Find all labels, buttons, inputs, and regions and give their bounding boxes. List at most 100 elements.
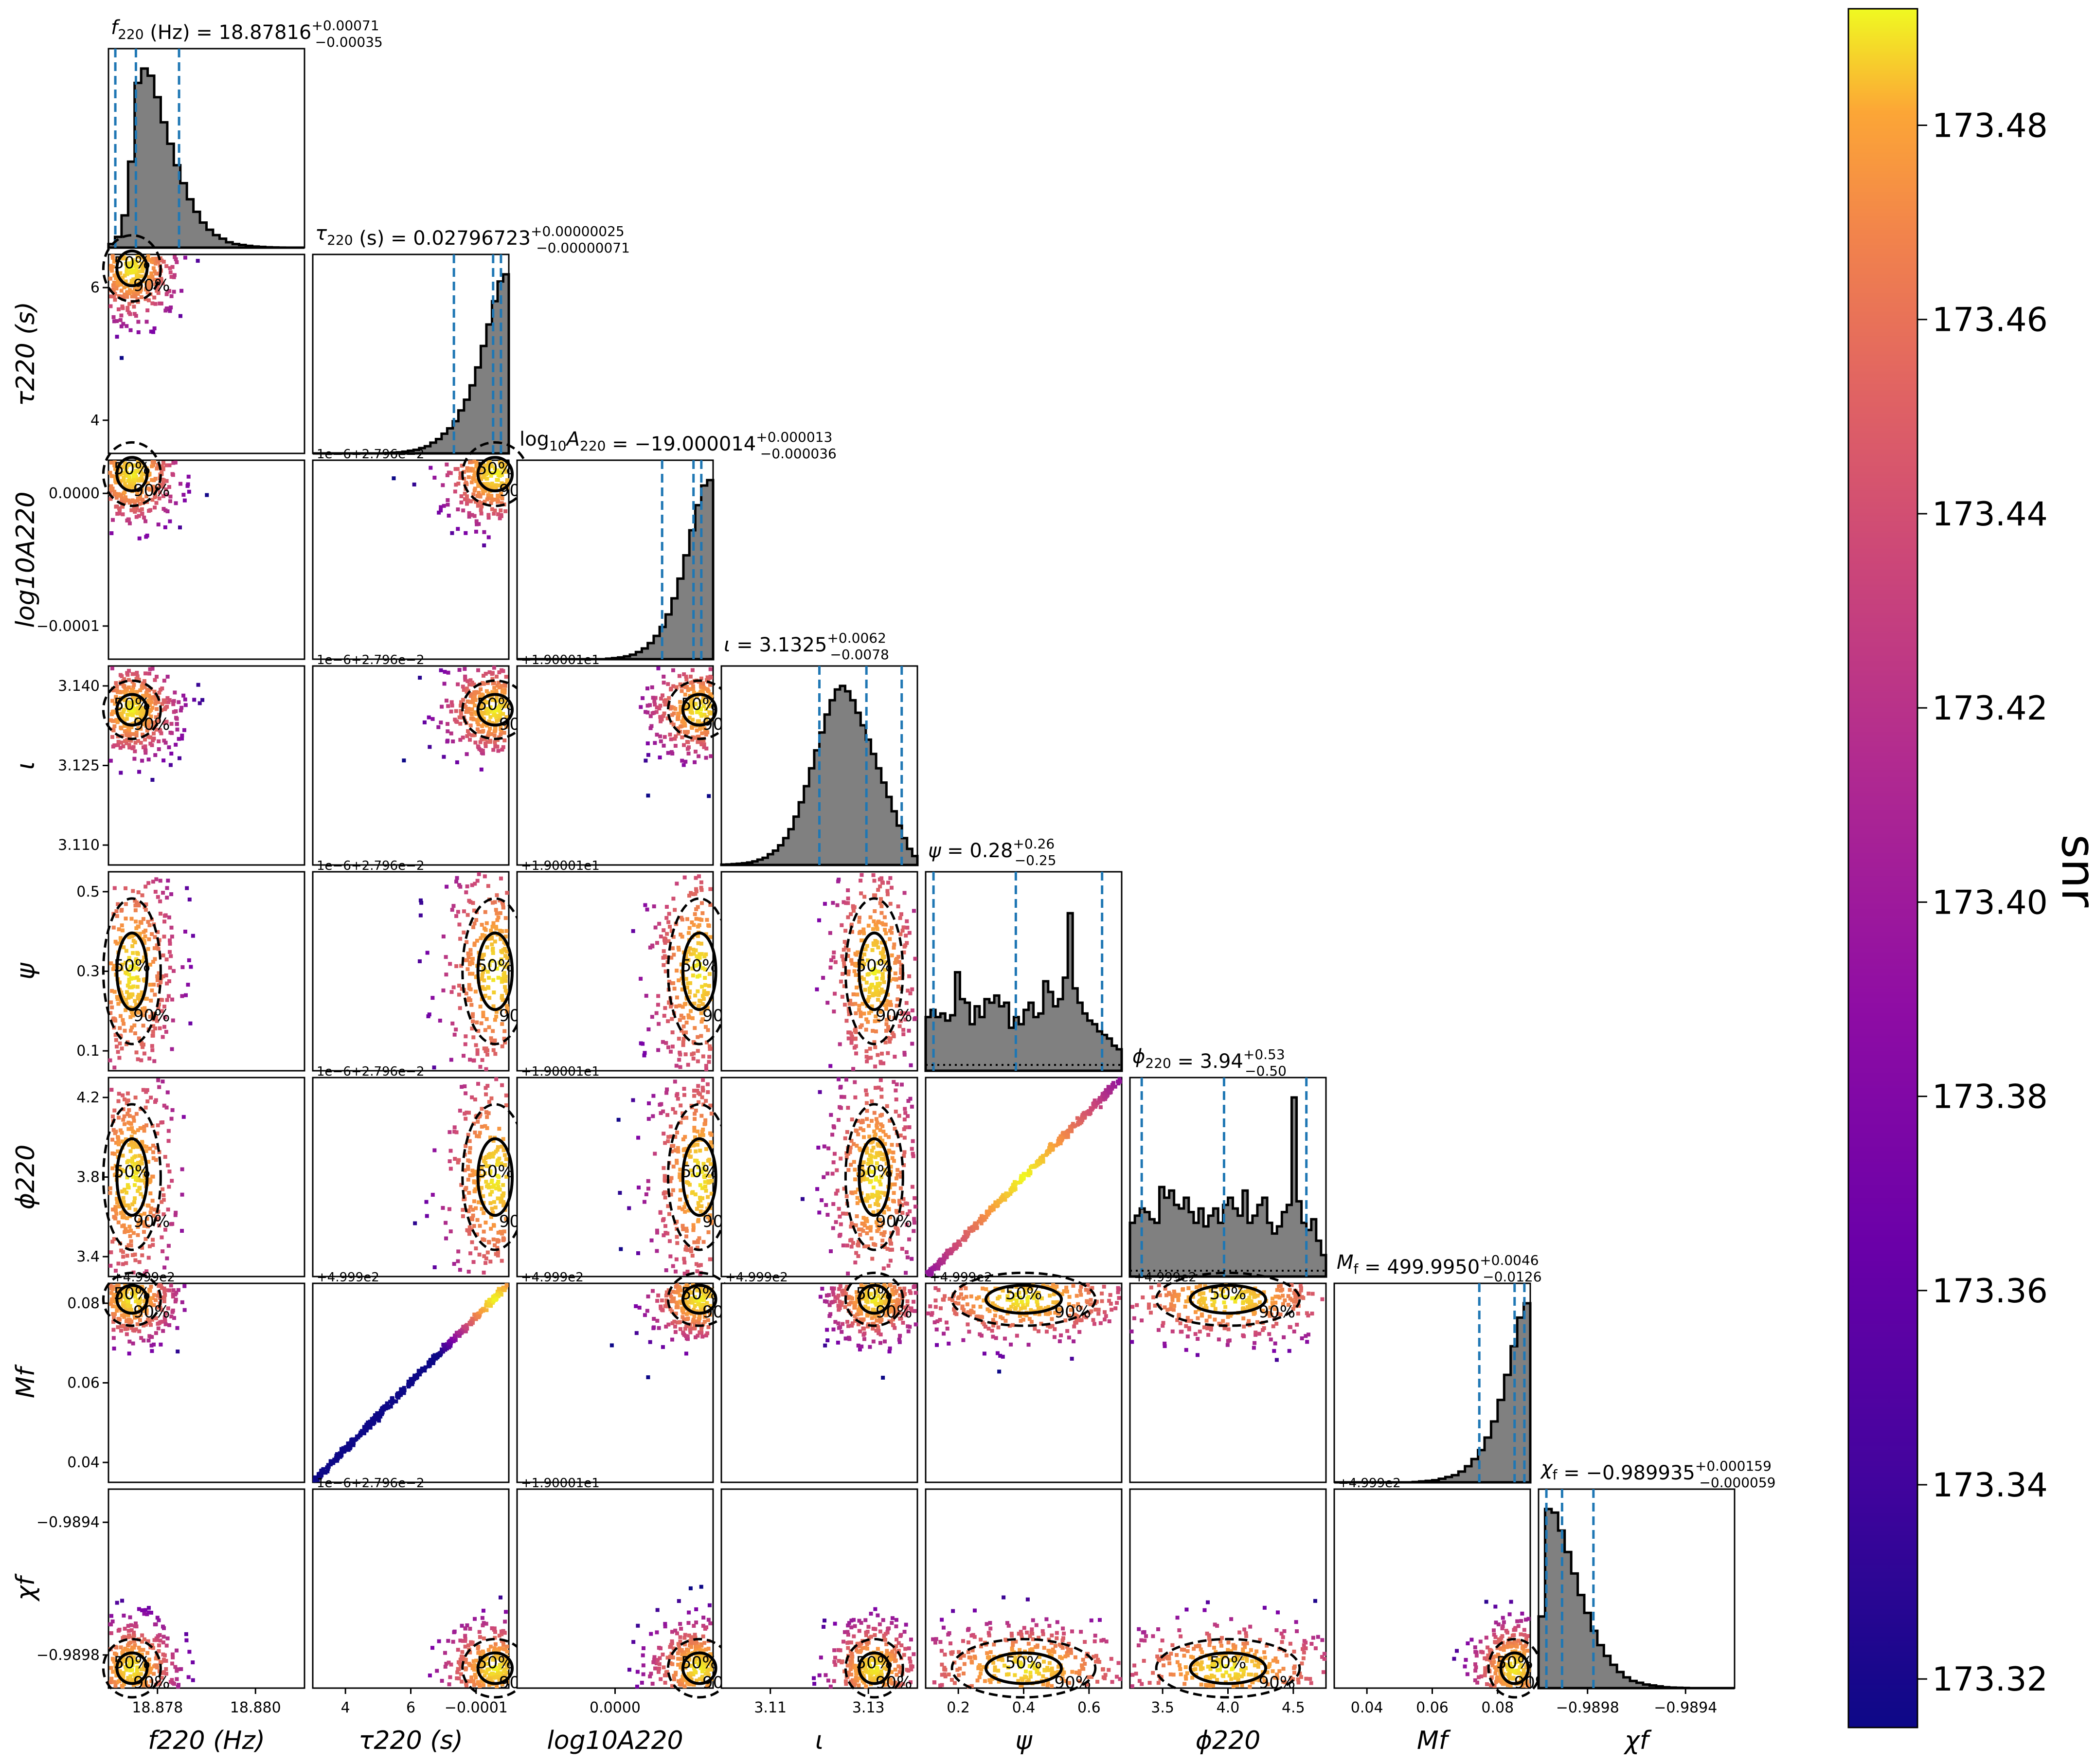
colorbar-tick-label: 173.36 (1932, 1272, 2048, 1311)
panel-frame (516, 665, 714, 866)
xlabel-2: log10A220 (547, 1726, 683, 1755)
x-tick-label: 0.6 (1077, 1699, 1101, 1716)
contour-label-90: 90% (876, 1302, 913, 1322)
scatter-panel-5-2: 90%50%+1.90001e1 (516, 1064, 739, 1278)
panel-frame (312, 459, 510, 660)
scatter-panel-7-4: 90% 50% 0.2 0.4 0.6 ψ (925, 1488, 1123, 1755)
x-tick-label: 0.06 (1416, 1699, 1449, 1716)
x-tick-label: 4.5 (1282, 1699, 1305, 1716)
contour-50 (984, 1651, 1063, 1685)
contour-50 (115, 249, 149, 288)
offset-label: +1.90001e1 (521, 653, 600, 667)
offset-label: +4.999e2 (725, 1270, 788, 1285)
title-4: ψ = 0.28+0.26 −0.25 (928, 836, 1056, 868)
scatter-points (108, 666, 205, 782)
scatter-panel-6-4: 90% 50% +4.999e2 (925, 1270, 1123, 1483)
contour-label-90: 90% (876, 1212, 913, 1231)
colorbar-tick-label: 173.46 (1932, 301, 2048, 340)
colorbar-tick-label: 173.34 (1932, 1466, 2048, 1505)
scatter-panel-7-0: 90%50% 18.878 18.880 f220 (Hz) −0.9894 −0.989… (11, 1488, 305, 1755)
offset-label: +4.999e2 (1134, 1270, 1197, 1285)
ylabel-5: ϕ220 (11, 1145, 40, 1210)
contour-90 (844, 1271, 904, 1327)
scatter-panel-7-3: 90%50% 3.11 3.13 ι (720, 1488, 918, 1755)
contour-50 (858, 931, 891, 1011)
offset-label: +1.90001e1 (521, 1064, 600, 1079)
histogram-panel-3: ι = 3.1325+0.0062 −0.0078 (720, 630, 919, 866)
x-tick-label: 4.0 (1217, 1699, 1240, 1716)
contour-label-90: 90% (876, 1006, 913, 1026)
y-tick-label: 3.140 (58, 678, 100, 695)
y-tick-label: −0.9898 (36, 1647, 100, 1664)
colorbar-tick-label: 173.48 (1932, 107, 2048, 145)
title-2: log10A220 = −19.000014+0.000013 −0.000036 (519, 428, 837, 462)
x-tick-label: 18.880 (230, 1699, 281, 1716)
contour-50 (476, 1137, 514, 1217)
contour-90 (1155, 1638, 1301, 1699)
histogram-panel-6: Mf = 499.9950+0.0046 −0.0126 (1333, 1251, 1542, 1484)
x-tick-label: −0.0001 (445, 1699, 508, 1716)
scatter-panel-4-1: 90%50%1e−6+2.796e−2 (312, 859, 536, 1072)
x-tick-label: 0.4 (1012, 1699, 1036, 1716)
xlabel-5: ϕ220 (1196, 1726, 1261, 1755)
contour-90 (844, 897, 904, 1045)
contour-90 (950, 1271, 1097, 1327)
offset-label: 1e−6+2.796e−2 (317, 1064, 424, 1079)
contour-label-90: 90% (133, 715, 170, 734)
y-tick-label: 0.5 (76, 883, 100, 900)
ylabel-2: log10A220 (11, 491, 40, 628)
contour-label-90: 90% (133, 1006, 170, 1026)
contour-50 (115, 1651, 149, 1685)
x-tick-label: 18.878 (132, 1699, 183, 1716)
x-tick-label: 4 (341, 1699, 350, 1716)
title-6: Mf = 499.9950+0.0046 −0.0126 (1337, 1251, 1542, 1285)
y-tick-label: 4.2 (76, 1089, 100, 1106)
title-1: τ220 (s) = 0.02796723+0.00000025 −0.00000… (315, 222, 630, 256)
contour-90 (844, 1103, 904, 1251)
contour-label-90: 90% (133, 1302, 170, 1322)
x-tick-label: 0.2 (947, 1699, 970, 1716)
y-tick-label: 0.04 (67, 1454, 100, 1471)
contour-50 (115, 931, 149, 1011)
contour-label-50: 50% (114, 253, 151, 273)
histogram-panel-4: ψ = 0.28+0.26 −0.25 (924, 836, 1123, 1072)
y-tick-label: 3.8 (76, 1169, 100, 1186)
panel-frame (107, 871, 305, 1072)
contour-90 (1155, 1271, 1301, 1327)
offset-label: 1e−6+2.796e−2 (317, 1476, 424, 1491)
histogram-bars (1128, 1096, 1327, 1278)
y-tick-label: 3.4 (76, 1248, 100, 1265)
contour-50 (681, 1651, 717, 1685)
contour-label-50: 50% (114, 459, 151, 479)
x-tick-label: 3.11 (754, 1699, 787, 1716)
contour-50 (1188, 1284, 1268, 1315)
contour-50 (1188, 1651, 1268, 1685)
xlabel-0: f220 (Hz) (148, 1726, 265, 1755)
xlabel-7: χf (1623, 1726, 1652, 1755)
offset-label: +4.999e2 (317, 1270, 379, 1285)
contour-50 (858, 1137, 891, 1217)
contour-50 (476, 1651, 514, 1685)
contour-label-90: 90% (133, 276, 170, 295)
contour-50 (115, 456, 149, 492)
contour-label-50: 50% (1210, 1653, 1247, 1673)
offset-label: +1.90001e1 (521, 859, 600, 873)
scatter-panel-6-1: +4.999e2 (312, 1270, 510, 1483)
contour-90 (102, 441, 162, 507)
contour-50 (984, 1284, 1063, 1315)
x-tick-label: −0.9894 (1654, 1699, 1717, 1716)
contour-label-90: 90% (1259, 1302, 1296, 1322)
colorbar-label: snr (2051, 834, 2095, 908)
ylabel-3: ι (11, 761, 40, 770)
offset-label: +4.999e2 (930, 1270, 992, 1285)
y-tick-label: 0.1 (76, 1043, 100, 1060)
contour-label-90: 90% (1055, 1673, 1092, 1692)
contour-label-50: 50% (1005, 1284, 1042, 1304)
ylabel-6: Mf (11, 1364, 40, 1398)
scatter-panel-1-0: 90% 50% 6 4 τ220 (s) (11, 234, 305, 454)
colorbar-tick-label: 173.32 (1932, 1660, 2048, 1699)
offset-label: 1e−6+2.796e−2 (317, 653, 424, 667)
scatter-points (108, 1283, 187, 1356)
